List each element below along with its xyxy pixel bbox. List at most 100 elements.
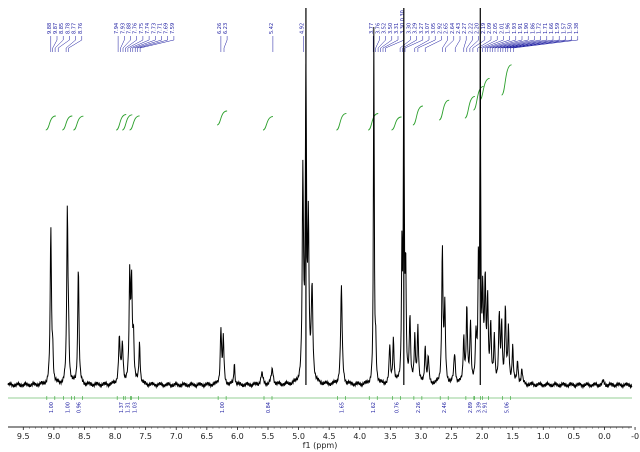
peak-leader-line [139, 36, 175, 52]
peak-leader-line [510, 36, 572, 52]
integral-value: 0.96 [76, 402, 82, 413]
peak-label: 7.75 [139, 23, 145, 34]
integral-curve [336, 112, 347, 131]
peak-leader-line [494, 36, 535, 52]
peak-label: 2.19 [481, 23, 487, 34]
integral-value: 2.46 [442, 402, 448, 413]
integral-value: 1.31 [125, 402, 131, 413]
x-axis: 9.5 9.0 8.5 8.0 7.5 7.0 6.5 6.0 5.5 5.0 4.5 4.0 3.5 3… [8, 426, 639, 441]
integral-value: 2.91 [483, 402, 489, 413]
integral-value: 2.89 [468, 402, 474, 413]
x-tick-label: 2.5 [445, 432, 458, 441]
peak-label: 9.87 [53, 23, 59, 34]
integral-curve [122, 114, 133, 131]
peak-label: 7.88 [127, 23, 133, 34]
peak-label: 7.94 [114, 23, 120, 34]
peak-leader-line [477, 36, 492, 52]
peak-label: 7.69 [164, 23, 170, 34]
peak-leader-line [442, 36, 448, 52]
x-tick-label: 0.5 [568, 432, 581, 441]
peak-leader-line [466, 36, 473, 52]
peak-label: 1.38 [574, 23, 580, 34]
peak-leader-line [377, 36, 386, 52]
peak-label: 7.76 [133, 23, 139, 34]
peak-label: 3.29 [413, 23, 419, 34]
integral-curve [438, 99, 450, 121]
integral-value: 1.00 [65, 402, 71, 413]
peak-label: 3.31 [394, 23, 400, 34]
peak-leader-line [492, 36, 529, 52]
x-tick-label: 1.0 [537, 432, 550, 441]
peak-leader-line [505, 36, 560, 52]
x-tick-label: 4.0 [353, 432, 366, 441]
peak-label: 1.72 [537, 23, 543, 34]
peak-label: 3.52 [382, 23, 388, 34]
peak-label: 1.90 [524, 23, 530, 34]
peak-leader-line [414, 36, 430, 52]
peak-label: 1.59 [555, 23, 561, 34]
peak-label: 7.73 [151, 23, 157, 34]
integral-curve-group [45, 64, 512, 131]
peak-label: 2.65 [444, 23, 450, 34]
peak-label: 7.59 [170, 23, 176, 34]
x-tick-label: 2.0 [476, 432, 489, 441]
integral-curve [262, 116, 274, 131]
x-tick-label: 0.0 [598, 432, 611, 441]
peak-label: 6.26 [217, 23, 223, 34]
peak-leader-line [52, 36, 58, 52]
integral-curve [73, 115, 84, 131]
integral-curve [116, 114, 127, 131]
integral-value: 1.62 [371, 402, 377, 413]
x-tick-label: 3.0 [415, 432, 428, 441]
peak-label: 9.88 [47, 23, 53, 34]
integral-curve [367, 113, 379, 131]
peak-label: 3.27 [419, 23, 425, 34]
peak-leader-line [502, 36, 554, 52]
integral-curve [464, 95, 476, 119]
peak-leader-line [132, 36, 156, 52]
peak-leader-line [130, 36, 150, 52]
integral-region-group: 1.00 1.00 0.96 1.37 1.31 1.03 1.00 0.84 1.65 1.62… [8, 396, 632, 413]
peak-label: 2.22 [468, 23, 474, 34]
peak-label: 1.71 [543, 23, 549, 34]
peak-label: 2.92 [437, 23, 443, 34]
peak-label: 1.50 [568, 23, 574, 34]
integral-curve [45, 115, 56, 131]
peak-label-group: 9.88 9.87 8.85 8.78 8.77 8.76 7.94 7.93 7.88 7.76… [47, 10, 580, 52]
peak-leader-line [65, 36, 76, 52]
peak-leader-line [489, 36, 523, 52]
peak-leader-line [382, 36, 399, 52]
peak-label: 2.05 [493, 23, 499, 34]
x-tick-label: 9.5 [17, 432, 30, 441]
peak-label: 1.86 [530, 23, 536, 34]
peak-label: 8.76 [78, 23, 84, 34]
integral-value: 2.26 [416, 402, 422, 413]
peak-label: 3.30 0.30 [400, 10, 406, 34]
peak-leader-line [513, 36, 579, 52]
peak-leader-line [127, 36, 144, 52]
peak-label: 2.27 [462, 23, 468, 34]
x-tick-label: 6.0 [231, 432, 244, 441]
peak-label: 5.42 [269, 23, 275, 34]
peak-leader-line [454, 36, 461, 52]
peak-label: 1.57 [561, 23, 567, 34]
peak-label: 3.05 [431, 23, 437, 34]
x-tick-label: 7.5 [139, 432, 152, 441]
integral-value: 1.37 [119, 402, 125, 413]
peak-leader-line [134, 36, 162, 52]
peak-label: 3.76 [375, 23, 381, 34]
peak-label: 3.30 [406, 23, 412, 34]
peak-leader-line [380, 36, 393, 52]
peak-label: 2.43 [456, 23, 462, 34]
peak-leader-line [57, 36, 70, 52]
peak-leader-line [487, 36, 517, 52]
integral-curve [501, 64, 512, 96]
spectrum-line [7, 25, 633, 390]
integral-curve [412, 105, 424, 126]
peak-label: 8.77 [72, 23, 78, 34]
peak-label: 1.96 [506, 23, 512, 34]
peak-leader-line [125, 36, 137, 52]
peak-label: 1.93 [512, 23, 518, 34]
integral-curve [472, 85, 484, 111]
